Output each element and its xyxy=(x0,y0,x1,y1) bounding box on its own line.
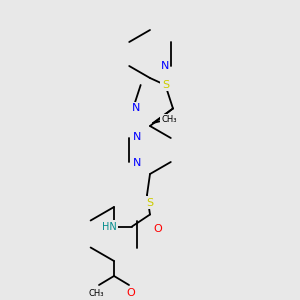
Text: N: N xyxy=(160,61,169,71)
Text: N: N xyxy=(132,103,140,113)
Text: CH₃: CH₃ xyxy=(162,116,177,124)
Text: N: N xyxy=(133,131,141,142)
Text: S: S xyxy=(162,80,169,90)
Text: S: S xyxy=(146,197,154,208)
Text: O: O xyxy=(126,287,135,298)
Text: HN: HN xyxy=(102,221,117,232)
Text: N: N xyxy=(133,158,141,169)
Text: O: O xyxy=(153,224,162,235)
Text: CH₃: CH₃ xyxy=(88,290,104,298)
